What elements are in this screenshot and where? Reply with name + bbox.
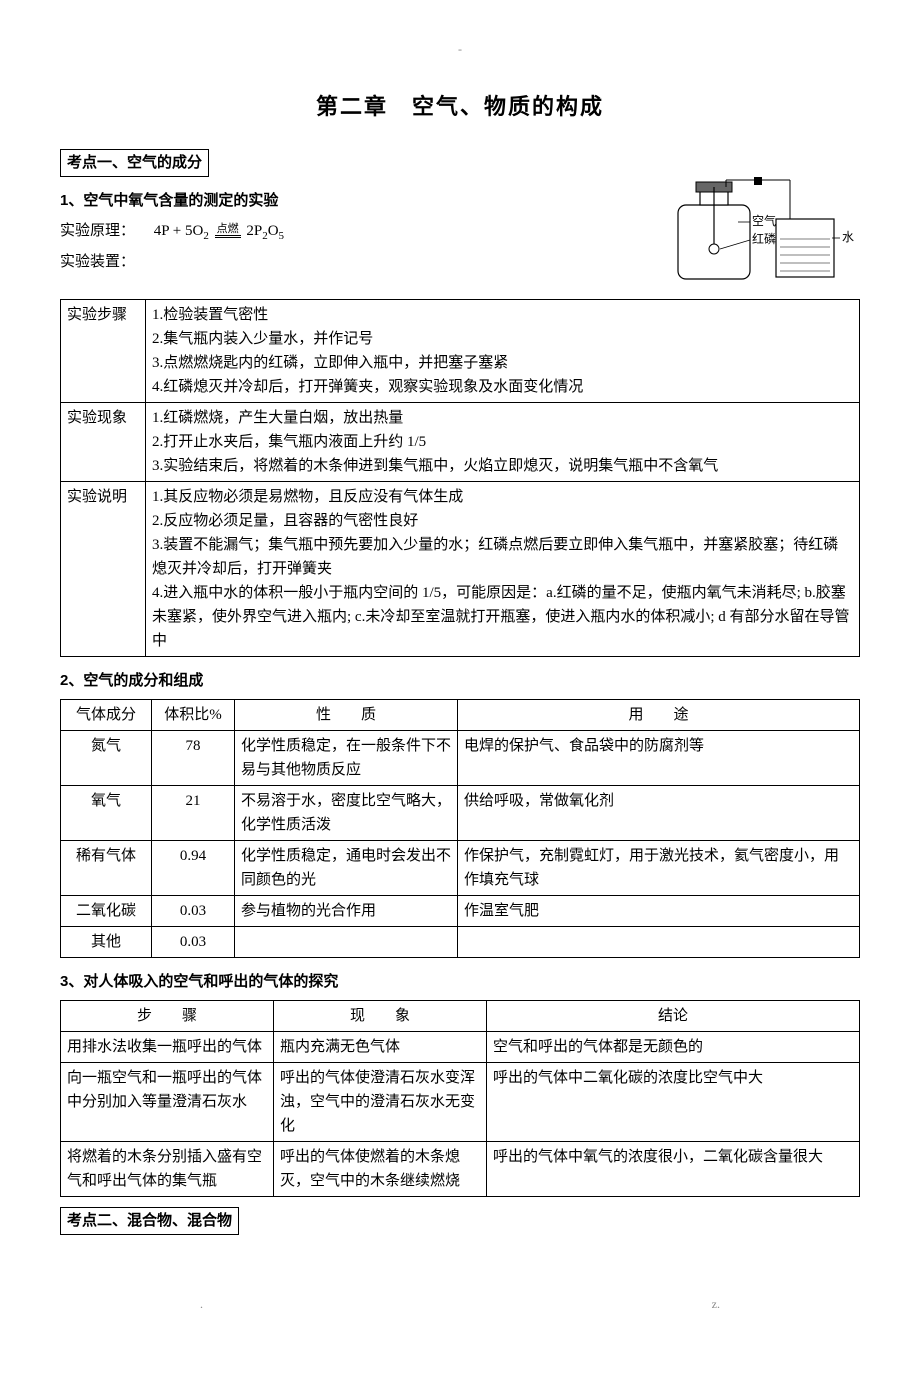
section-2-heading: 2、空气的成分和组成 [60, 669, 860, 693]
t2-r4c1: 其他 [61, 927, 152, 958]
eq-o5-sub: 5 [279, 230, 285, 242]
t2-r2c2: 0.94 [152, 841, 235, 896]
t2-r1c3: 不易溶于水，密度比空气略大，化学性质活泼 [235, 786, 458, 841]
section-3-heading: 3、对人体吸入的空气和呼出的气体的探究 [60, 970, 860, 994]
t2-r1c4: 供给呼吸，常做氧化剂 [458, 786, 860, 841]
t1-r1c1: 实验步骤 [61, 300, 146, 403]
t2-r3c1: 二氧化碳 [61, 896, 152, 927]
table-row: 二氧化碳 0.03 参与植物的光合作用 作温室气肥 [61, 896, 860, 927]
t1-r2c2: 1.红磷燃烧，产生大量白烟，放出热量 2.打开止水夹后，集气瓶内液面上升约 1/… [146, 403, 860, 482]
t2-r2c3: 化学性质稳定，通电时会发出不同颜色的光 [235, 841, 458, 896]
t1-r3c2: 1.其反应物必须是易燃物，且反应没有气体生成 2.反应物必须足量，且容器的气密性… [146, 482, 860, 657]
t3-r0c1: 用排水法收集一瓶呼出的气体 [61, 1032, 274, 1063]
table-row: 实验现象 1.红磷燃烧，产生大量白烟，放出热量 2.打开止水夹后，集气瓶内液面上… [61, 403, 860, 482]
footer: . z. [60, 1295, 860, 1314]
eq-right: 2P [246, 223, 262, 239]
t3-r2c2: 呼出的气体使燃着的木条熄灭，空气中的木条继续燃烧 [274, 1142, 487, 1197]
t2-r4c3 [235, 927, 458, 958]
principle-line: 实验原理： 4P + 5O2 点燃 2P2O5 [60, 219, 660, 246]
table-header-row: 步 骤 现 象 结论 [61, 1001, 860, 1032]
breath-table: 步 骤 现 象 结论 用排水法收集一瓶呼出的气体 瓶内充满无色气体 空气和呼出的… [60, 1000, 860, 1197]
t3-h1: 步 骤 [61, 1001, 274, 1032]
header-dash: - [60, 40, 860, 59]
apparatus-diagram: 空气 红磷 水 [660, 177, 860, 295]
t2-r0c3: 化学性质稳定，在一般条件下不易与其他物质反应 [235, 731, 458, 786]
t2-h2: 体积比% [152, 700, 235, 731]
table-row: 其他 0.03 [61, 927, 860, 958]
t1-r2c1: 实验现象 [61, 403, 146, 482]
eq-condition-wrap: 点燃 [215, 224, 241, 240]
footer-left: . [200, 1295, 203, 1314]
t3-r1c3: 呼出的气体中二氧化碳的浓度比空气中大 [487, 1063, 860, 1142]
t2-r0c2: 78 [152, 731, 235, 786]
composition-table: 气体成分 体积比% 性 质 用 途 氮气 78 化学性质稳定，在一般条件下不易与… [60, 699, 860, 958]
table-row: 用排水法收集一瓶呼出的气体 瓶内充满无色气体 空气和呼出的气体都是无颜色的 [61, 1032, 860, 1063]
t2-h4: 用 途 [458, 700, 860, 731]
equation: 4P + 5O2 点燃 2P2O5 [154, 223, 284, 239]
table-row: 稀有气体 0.94 化学性质稳定，通电时会发出不同颜色的光 作保护气，充制霓虹灯… [61, 841, 860, 896]
keypoint-2-box: 考点二、混合物、混合物 [60, 1207, 239, 1235]
t2-r0c4: 电焊的保护气、食品袋中的防腐剂等 [458, 731, 860, 786]
t2-r3c4: 作温室气肥 [458, 896, 860, 927]
eq-o2-sub: 2 [203, 230, 209, 242]
section-1-heading: 1、空气中氧气含量的测定的实验 [60, 189, 660, 213]
t3-r2c1: 将燃着的木条分别插入盛有空气和呼出气体的集气瓶 [61, 1142, 274, 1197]
diagram-label-phos: 红磷 [752, 231, 776, 246]
t2-h3: 性 质 [235, 700, 458, 731]
t3-h2: 现 象 [274, 1001, 487, 1032]
t1-r3c1: 实验说明 [61, 482, 146, 657]
table-row: 将燃着的木条分别插入盛有空气和呼出气体的集气瓶 呼出的气体使燃着的木条熄灭，空气… [61, 1142, 860, 1197]
eq-o: O [268, 223, 279, 239]
t2-r3c3: 参与植物的光合作用 [235, 896, 458, 927]
t3-r0c3: 空气和呼出的气体都是无颜色的 [487, 1032, 860, 1063]
diagram-svg: 空气 红磷 水 [660, 177, 860, 287]
t3-r1c1: 向一瓶空气和一瓶呼出的气体中分别加入等量澄清石灰水 [61, 1063, 274, 1142]
t2-r3c2: 0.03 [152, 896, 235, 927]
diagram-label-air: 空气 [752, 213, 776, 228]
table-row: 向一瓶空气和一瓶呼出的气体中分别加入等量澄清石灰水 呼出的气体使澄清石灰水变浑浊… [61, 1063, 860, 1142]
table-header-row: 气体成分 体积比% 性 质 用 途 [61, 700, 860, 731]
t3-r2c3: 呼出的气体中氧气的浓度很小，二氧化碳含量很大 [487, 1142, 860, 1197]
t2-r1c2: 21 [152, 786, 235, 841]
t3-r1c2: 呼出的气体使澄清石灰水变浑浊，空气中的澄清石灰水无变化 [274, 1063, 487, 1142]
t3-r0c2: 瓶内充满无色气体 [274, 1032, 487, 1063]
t2-r4c2: 0.03 [152, 927, 235, 958]
t2-r0c1: 氮气 [61, 731, 152, 786]
t2-r2c4: 作保护气，充制霓虹灯，用于激光技术，氦气密度小，用作填充气球 [458, 841, 860, 896]
t2-r1c1: 氧气 [61, 786, 152, 841]
principle-label: 实验原理： [60, 223, 135, 239]
keypoint-1-box: 考点一、空气的成分 [60, 149, 209, 177]
page-title: 第二章 空气、物质的构成 [60, 89, 860, 124]
apparatus-label: 实验装置： [60, 250, 660, 274]
footer-right: z. [712, 1295, 720, 1314]
table-row: 氧气 21 不易溶于水，密度比空气略大，化学性质活泼 供给呼吸，常做氧化剂 [61, 786, 860, 841]
t2-r2c1: 稀有气体 [61, 841, 152, 896]
t2-h1: 气体成分 [61, 700, 152, 731]
table-row: 实验步骤 1.检验装置气密性 2.集气瓶内装入少量水，并作记号 3.点燃燃烧匙内… [61, 300, 860, 403]
t1-r1c2: 1.检验装置气密性 2.集气瓶内装入少量水，并作记号 3.点燃燃烧匙内的红磷，立… [146, 300, 860, 403]
experiment-table: 实验步骤 1.检验装置气密性 2.集气瓶内装入少量水，并作记号 3.点燃燃烧匙内… [60, 299, 860, 657]
diagram-label-water: 水 [842, 230, 854, 244]
table-row: 氮气 78 化学性质稳定，在一般条件下不易与其他物质反应 电焊的保护气、食品袋中… [61, 731, 860, 786]
table-row: 实验说明 1.其反应物必须是易燃物，且反应没有气体生成 2.反应物必须足量，且容… [61, 482, 860, 657]
eq-condition: 点燃 [215, 224, 241, 236]
t2-r4c4 [458, 927, 860, 958]
eq-left: 4P + 5O [154, 223, 204, 239]
t3-h3: 结论 [487, 1001, 860, 1032]
